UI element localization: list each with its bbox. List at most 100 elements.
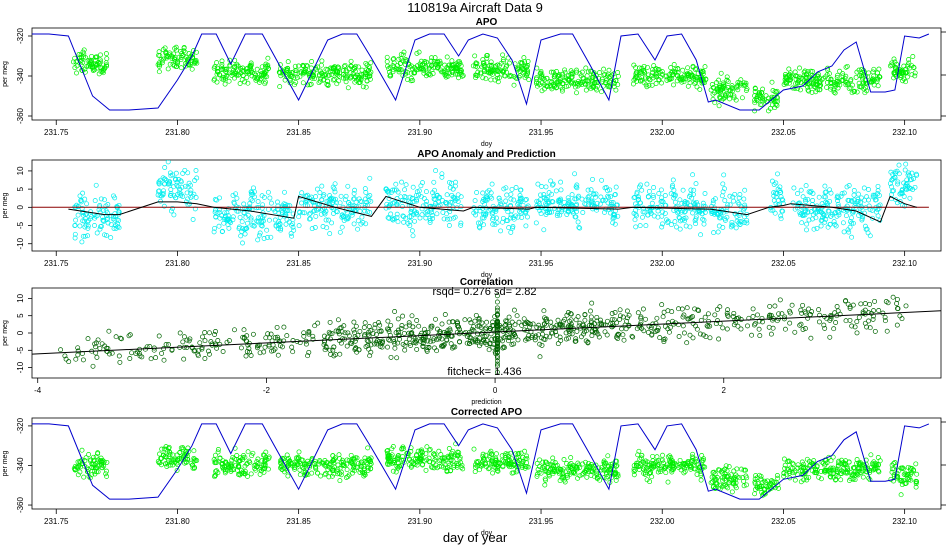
corrected-point bbox=[212, 460, 218, 466]
corrected-point bbox=[362, 455, 368, 461]
anomaly-point bbox=[327, 193, 333, 199]
anomaly-point bbox=[96, 207, 102, 213]
anomaly-point bbox=[635, 197, 641, 203]
anomaly-point bbox=[155, 188, 161, 194]
correlation-point bbox=[755, 312, 760, 318]
corrected-point bbox=[87, 458, 93, 464]
corrected-point bbox=[392, 457, 398, 463]
anomaly-point bbox=[681, 216, 687, 222]
apo-point bbox=[70, 59, 76, 65]
anomaly-point bbox=[849, 234, 855, 240]
correlation-point bbox=[411, 340, 417, 346]
correlation-point bbox=[424, 347, 430, 353]
anomaly-point bbox=[395, 219, 401, 225]
anomaly-point bbox=[168, 208, 174, 214]
corrected-point bbox=[166, 454, 172, 460]
anomaly-point bbox=[729, 219, 735, 225]
anomaly-point bbox=[282, 204, 288, 210]
apo-point bbox=[482, 64, 488, 70]
anomaly-point bbox=[158, 198, 163, 204]
correlation-point bbox=[166, 342, 171, 348]
apo-point bbox=[97, 57, 103, 63]
correlation-point bbox=[524, 336, 530, 342]
correlation-point bbox=[416, 323, 422, 329]
correlation-point bbox=[580, 322, 585, 328]
apo-point bbox=[360, 84, 366, 90]
apo-point bbox=[820, 75, 826, 81]
anomaly-point bbox=[573, 196, 579, 202]
correlation-point bbox=[704, 323, 710, 329]
corrected-point bbox=[550, 463, 556, 469]
anomaly-point bbox=[477, 225, 483, 231]
apo-point bbox=[234, 61, 240, 67]
anomaly-point bbox=[857, 209, 863, 215]
anomaly-point bbox=[632, 217, 638, 223]
correlation-point bbox=[327, 331, 333, 337]
apo-point bbox=[307, 82, 313, 88]
corrected-frame bbox=[31, 417, 942, 510]
correlation-point bbox=[702, 314, 708, 320]
correlation-point bbox=[368, 349, 374, 355]
apo-point bbox=[319, 58, 325, 64]
corrected-point bbox=[215, 449, 221, 455]
anomaly-point bbox=[835, 201, 841, 207]
apo-point bbox=[183, 63, 189, 69]
correlation-point bbox=[596, 334, 602, 340]
corrected-point bbox=[477, 463, 483, 469]
correlation-point bbox=[738, 326, 744, 332]
correlation-point bbox=[289, 344, 295, 350]
anomaly-point bbox=[805, 209, 811, 215]
apo-point bbox=[806, 88, 812, 94]
anomaly-point bbox=[503, 198, 509, 204]
correlation-point bbox=[321, 333, 327, 339]
corrected-point bbox=[162, 454, 168, 460]
correlation-point bbox=[119, 336, 124, 342]
anomaly-point bbox=[259, 193, 265, 199]
correlation-point bbox=[882, 314, 888, 320]
correlation-point bbox=[806, 306, 812, 312]
anomaly-point bbox=[296, 223, 302, 229]
anomaly-point bbox=[409, 195, 415, 201]
corrected-point bbox=[601, 461, 607, 467]
apo-point bbox=[251, 71, 257, 76]
correlation-point bbox=[153, 355, 159, 361]
correlation-point bbox=[372, 325, 378, 331]
anomaly-point bbox=[471, 210, 477, 216]
anomaly-point bbox=[696, 207, 702, 213]
correlation-point bbox=[238, 345, 244, 351]
anomaly-point bbox=[845, 197, 851, 203]
corrected-point bbox=[582, 469, 588, 475]
anomaly-point bbox=[162, 165, 168, 170]
correlation-point bbox=[367, 353, 373, 359]
apo-point bbox=[90, 66, 96, 72]
corrected-point bbox=[300, 457, 306, 463]
apo-point bbox=[387, 72, 393, 78]
correlation-point bbox=[843, 318, 849, 324]
anomaly-point bbox=[558, 179, 564, 185]
anomaly-point bbox=[176, 177, 182, 182]
anomaly-point bbox=[721, 172, 727, 178]
apo-point bbox=[534, 83, 540, 89]
correlation-point bbox=[860, 311, 866, 317]
apo-point bbox=[724, 74, 730, 80]
anomaly-point bbox=[399, 179, 405, 185]
anomaly-point bbox=[330, 184, 336, 190]
apo-point bbox=[741, 80, 747, 86]
anomaly-point bbox=[359, 214, 365, 220]
correlation-point bbox=[315, 320, 321, 326]
apo-xtick-label: 232.05 bbox=[771, 128, 796, 137]
anomaly-point bbox=[431, 179, 437, 185]
correlation-point bbox=[80, 357, 86, 363]
apo-point bbox=[514, 76, 520, 82]
anomaly-ytick-label: -10 bbox=[16, 237, 25, 249]
apo-point bbox=[439, 69, 445, 75]
anomaly-point bbox=[686, 194, 692, 199]
anomaly-point bbox=[828, 213, 834, 219]
anomaly-point bbox=[173, 195, 179, 201]
corrected-point bbox=[228, 467, 234, 473]
anomaly-point bbox=[194, 175, 200, 181]
apo-xlabel: doy bbox=[481, 141, 493, 148]
corrected-point bbox=[325, 467, 331, 472]
apo-xtick-label: 231.90 bbox=[408, 128, 433, 137]
apo-point bbox=[580, 75, 586, 81]
